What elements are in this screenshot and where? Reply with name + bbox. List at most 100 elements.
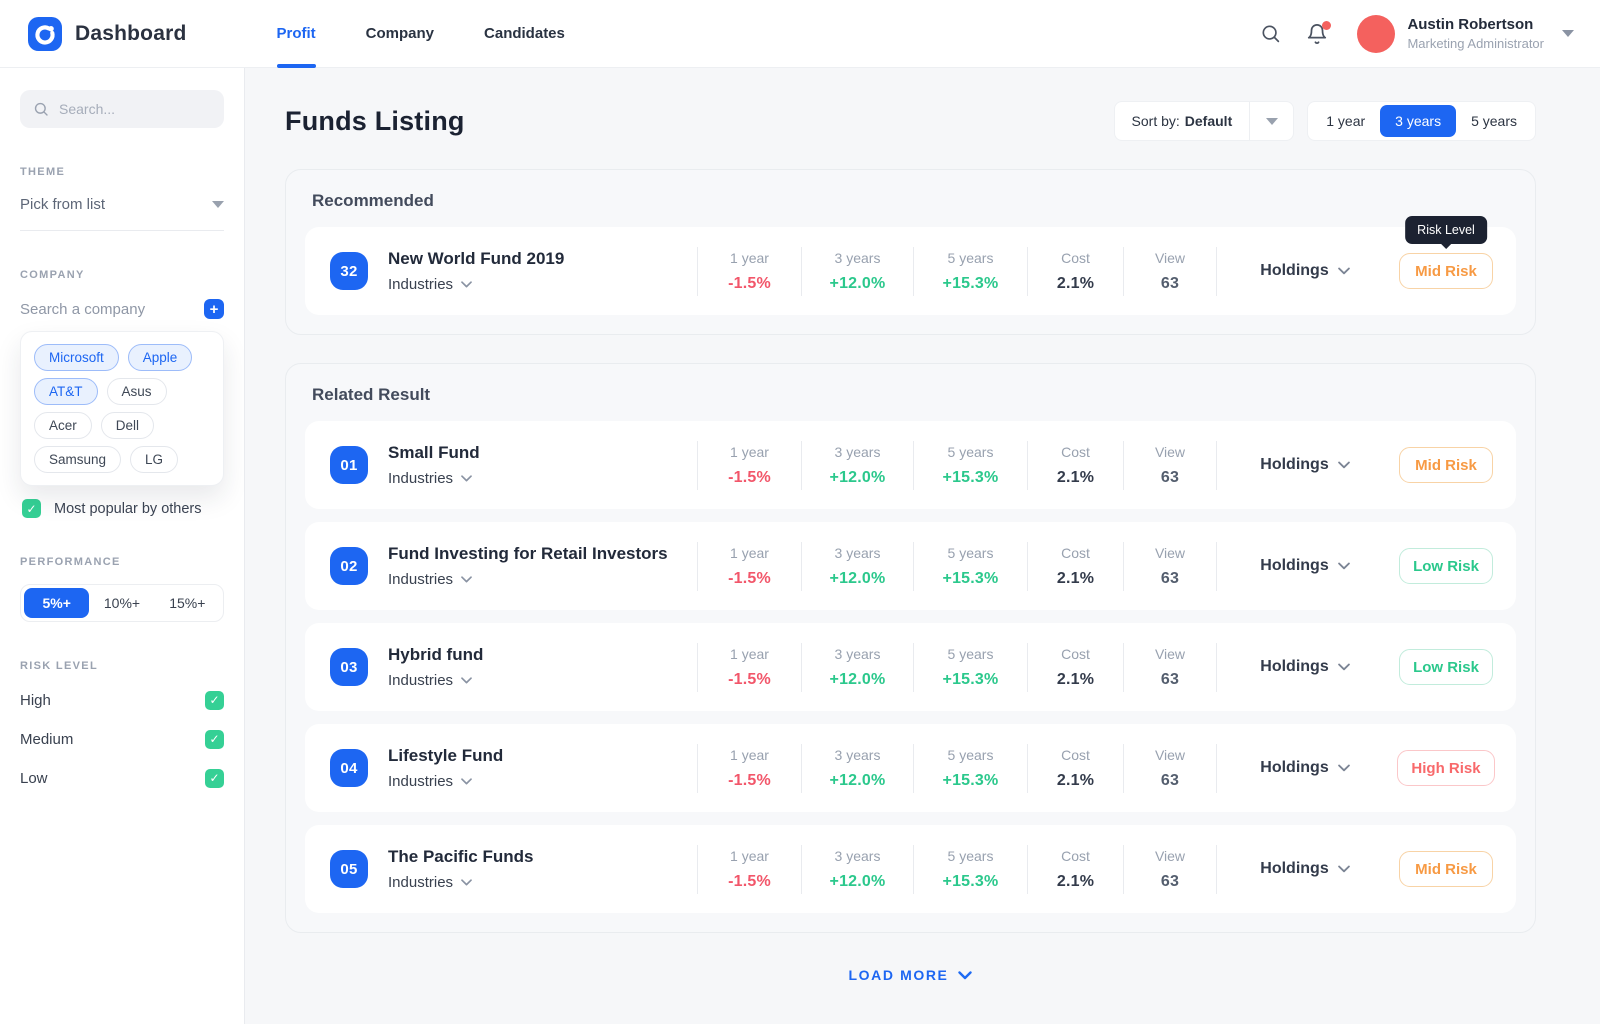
- stat-3-years: 3 years +12.0%: [801, 743, 913, 793]
- holdings-dropdown[interactable]: Holdings: [1217, 759, 1393, 777]
- performance-options: 5%+ 10%+ 15%+: [20, 584, 224, 622]
- stat-value: -1.5%: [728, 872, 771, 890]
- sort-dropdown[interactable]: Sort by: Default: [1113, 101, 1295, 141]
- fund-badge: 03: [330, 648, 368, 686]
- company-tag[interactable]: Acer: [34, 412, 92, 439]
- brand-name: Dashboard: [75, 21, 187, 45]
- stat-cost: Cost 2.1%: [1027, 440, 1123, 490]
- stat-value: 2.1%: [1056, 468, 1095, 486]
- stat-value: +15.3%: [942, 468, 999, 486]
- stat-label: 3 years: [834, 847, 881, 864]
- performance-option[interactable]: 10%+: [89, 588, 154, 618]
- holdings-dropdown[interactable]: Holdings: [1217, 262, 1393, 280]
- industries-dropdown[interactable]: Industries: [388, 571, 472, 588]
- user-role: Marketing Administrator: [1407, 36, 1544, 51]
- stat-label: 1 year: [730, 746, 769, 763]
- stat-5-years: 5 years +15.3%: [913, 440, 1027, 490]
- risk-button[interactable]: High Risk: [1397, 750, 1495, 786]
- user-menu[interactable]: Austin Robertson Marketing Administrator: [1357, 14, 1574, 53]
- holdings-dropdown[interactable]: Holdings: [1217, 557, 1393, 575]
- search-icon[interactable]: [1260, 23, 1281, 44]
- industries-label: Industries: [388, 772, 454, 790]
- stat-label: 5 years: [947, 746, 994, 763]
- stat-value: 63: [1160, 872, 1180, 890]
- stat-view: View 63: [1123, 246, 1217, 296]
- industries-dropdown[interactable]: Industries: [388, 773, 472, 790]
- period-option[interactable]: 3 years: [1380, 105, 1457, 137]
- holdings-label: Holdings: [1260, 860, 1329, 877]
- performance-option[interactable]: 5%+: [24, 588, 90, 618]
- company-search-label[interactable]: Search a company: [20, 300, 146, 318]
- company-tag[interactable]: AT&T: [34, 378, 98, 405]
- stat-label: 3 years: [834, 443, 881, 460]
- sort-prefix: Sort by:: [1131, 113, 1180, 129]
- period-group: 1 year 3 years 5 years: [1307, 101, 1536, 141]
- risk-level-row: High: [20, 689, 224, 711]
- stat-value: +12.0%: [829, 569, 886, 587]
- risk-button[interactable]: Mid Risk: [1399, 253, 1493, 289]
- sort-value: Default: [1184, 113, 1233, 129]
- stat-label: 5 years: [947, 249, 994, 266]
- industries-dropdown[interactable]: Industries: [388, 276, 472, 293]
- risk-level-checkbox[interactable]: [205, 690, 224, 710]
- main-nav: Profit Company Candidates: [276, 0, 565, 68]
- stat-1-year: 1 year -1.5%: [697, 642, 801, 692]
- risk-level-checkbox[interactable]: [205, 729, 224, 749]
- brand-logo-icon: [28, 16, 62, 51]
- risk-button[interactable]: Low Risk: [1399, 649, 1493, 685]
- stat-cost: Cost 2.1%: [1027, 844, 1123, 894]
- risk-button[interactable]: Low Risk: [1399, 548, 1493, 584]
- risk-level-checkbox[interactable]: [205, 768, 224, 788]
- nav-tab[interactable]: Candidates: [484, 25, 565, 42]
- stat-5-years: 5 years +15.3%: [913, 541, 1027, 591]
- industries-dropdown[interactable]: Industries: [388, 874, 472, 891]
- stat-label: 5 years: [947, 645, 994, 662]
- most-popular-checkbox[interactable]: [22, 499, 41, 518]
- add-company-button[interactable]: [204, 299, 224, 319]
- holdings-dropdown[interactable]: Holdings: [1217, 658, 1393, 676]
- stat-view: View 63: [1123, 743, 1217, 793]
- nav-tab[interactable]: Company: [365, 25, 435, 42]
- chevron-down-icon: [461, 777, 472, 784]
- stat-label: View: [1154, 544, 1186, 561]
- risk-button[interactable]: Mid Risk: [1399, 851, 1493, 887]
- chevron-down-icon: [461, 280, 472, 287]
- period-option[interactable]: 5 years: [1456, 105, 1532, 137]
- company-tag[interactable]: Apple: [127, 344, 193, 371]
- holdings-dropdown[interactable]: Holdings: [1217, 860, 1393, 878]
- chevron-down-icon: [1337, 764, 1350, 772]
- risk-level-row: Low: [20, 767, 224, 789]
- performance-option[interactable]: 15%+: [155, 588, 220, 618]
- chevron-down-icon: [461, 575, 472, 582]
- industries-dropdown[interactable]: Industries: [388, 470, 472, 487]
- stat-label: 5 years: [947, 544, 994, 561]
- stat-label: Cost: [1061, 645, 1090, 662]
- company-tag[interactable]: Microsoft: [34, 344, 119, 371]
- theme-select[interactable]: Pick from list: [20, 196, 224, 231]
- company-tag[interactable]: Samsung: [34, 446, 122, 473]
- chevron-down-icon: [1562, 30, 1574, 37]
- company-tag[interactable]: LG: [130, 446, 179, 473]
- chevron-down-icon: [1337, 267, 1350, 275]
- industries-label: Industries: [388, 275, 454, 293]
- risk-cell: Mid Risk: [1393, 851, 1499, 887]
- chevron-down-icon: [212, 201, 224, 208]
- industries-label: Industries: [388, 469, 454, 487]
- fund-row: 04 Lifestyle Fund Industries 1 year -1.5…: [305, 724, 1516, 812]
- notifications-bell-icon[interactable]: [1306, 20, 1332, 45]
- load-more-button[interactable]: LOAD MORE: [849, 967, 973, 983]
- stat-value: -1.5%: [728, 468, 771, 486]
- fund-name: Fund Investing for Retail Investors: [388, 543, 668, 563]
- period-option[interactable]: 1 year: [1311, 105, 1380, 137]
- industries-dropdown[interactable]: Industries: [388, 672, 472, 689]
- company-tag[interactable]: Asus: [106, 378, 167, 405]
- search-input[interactable]: [59, 101, 211, 117]
- nav-tab[interactable]: Profit: [276, 0, 316, 68]
- fund-info: The Pacific Funds Industries: [388, 847, 697, 892]
- stat-1-year: 1 year -1.5%: [697, 541, 801, 591]
- fund-name: New World Fund 2019: [388, 248, 565, 268]
- company-tag[interactable]: Dell: [100, 412, 155, 439]
- holdings-dropdown[interactable]: Holdings: [1217, 456, 1393, 474]
- risk-button[interactable]: Mid Risk: [1399, 447, 1493, 483]
- search-icon: [34, 102, 48, 116]
